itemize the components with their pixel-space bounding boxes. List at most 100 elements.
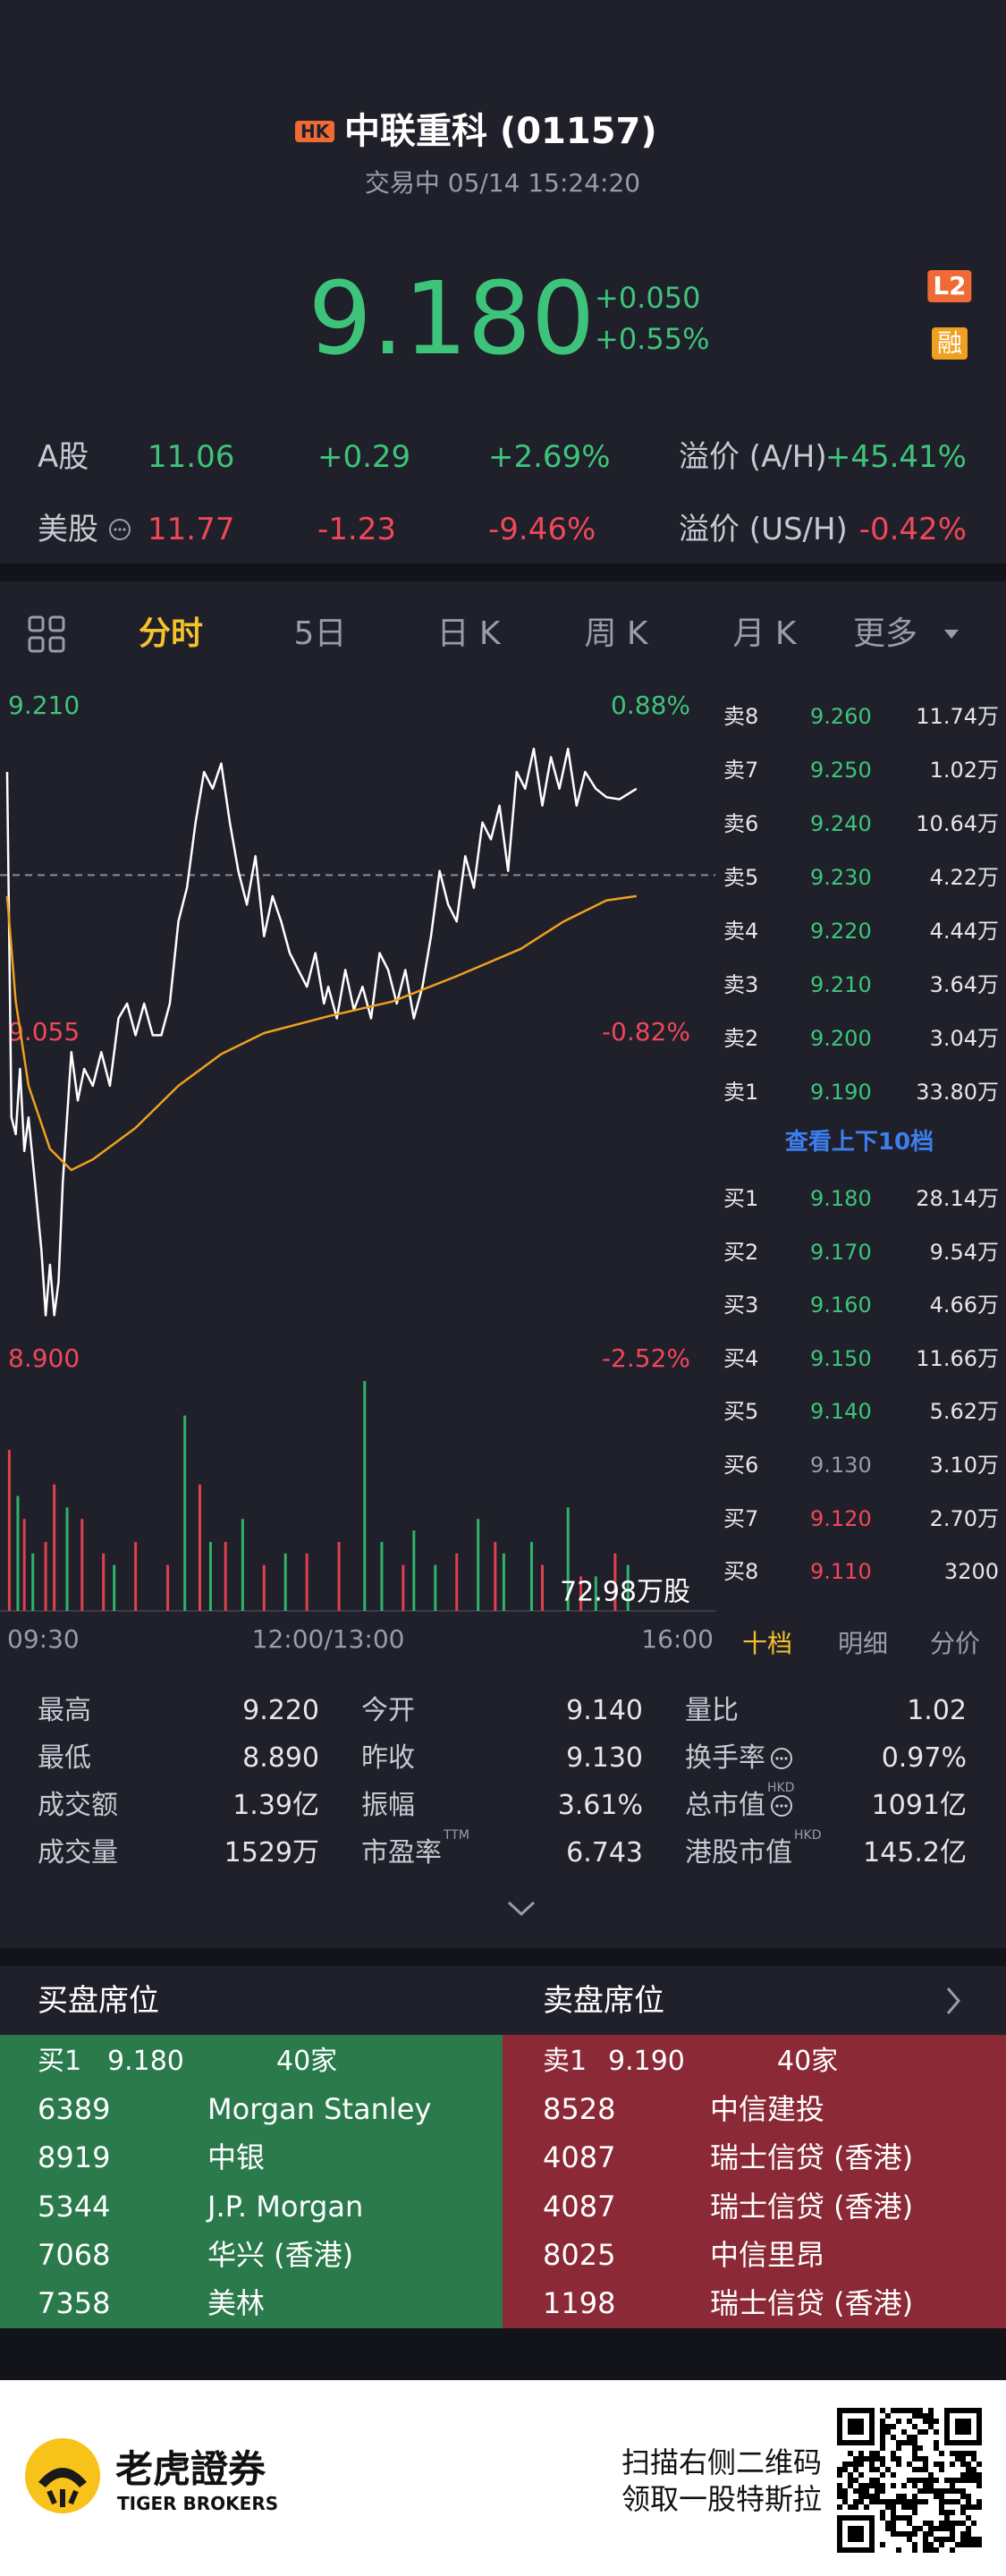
book-volume: 3.04万: [929, 1026, 999, 1051]
book-price: 9.250: [810, 758, 872, 783]
sell-panel: [503, 2035, 1006, 2328]
stat-value: 1.39亿: [232, 1790, 319, 1821]
broker-price: 9.180: [107, 2046, 184, 2077]
chart-tab[interactable]: 日 K: [436, 615, 501, 652]
premium-label: 溢价 (A/H): [679, 439, 827, 475]
volume-bar: [262, 1564, 266, 1611]
stat-label: 今开: [361, 1695, 415, 1726]
price-line: [5, 894, 637, 1172]
book-level: 买8: [723, 1559, 759, 1585]
stat-unit: HKD: [794, 1828, 822, 1843]
separator: [0, 2328, 1006, 2380]
broker-code: 7068: [38, 2237, 111, 2272]
compare-change: +0.29: [317, 439, 411, 475]
compare-change: -1.23: [317, 512, 396, 547]
stat-value: 1091亿: [871, 1790, 967, 1821]
book-price: 9.190: [810, 1080, 872, 1105]
y2-tick-label: -2.52%: [602, 1343, 690, 1373]
market-label: A股: [38, 439, 89, 475]
x-tick-label: 12:00/13:00: [252, 1624, 405, 1654]
section-title: 买盘席位: [38, 1983, 159, 2019]
expand-chevron[interactable]: [503, 1898, 539, 1919]
stat-label: 成交量: [38, 1837, 118, 1868]
chart-tab[interactable]: 更多: [852, 615, 918, 652]
chart-tab[interactable]: 周 K: [584, 615, 648, 652]
book-price: 9.130: [810, 1453, 872, 1478]
volume-bar: [166, 1564, 170, 1611]
stat-label: 最低: [38, 1742, 91, 1774]
broker-name: 美林: [207, 2286, 266, 2321]
book-volume: 28.14万: [916, 1186, 999, 1211]
book-level: 买6: [723, 1453, 759, 1478]
volume-bar: [283, 1553, 287, 1611]
compare-price: 11.06: [148, 439, 235, 475]
broker-code: 6389: [38, 2092, 111, 2126]
volume-bar: [477, 1519, 480, 1611]
chart-tab[interactable]: 5日: [293, 615, 347, 652]
volume-bar: [540, 1564, 544, 1611]
broker-name: J.P. Morgan: [207, 2189, 364, 2224]
book-level: 卖6: [723, 811, 759, 836]
broker-name: 中信里昂: [710, 2237, 825, 2272]
volume-bar: [22, 1519, 26, 1611]
tab-grid-icon[interactable]: [27, 614, 66, 654]
l2-badge: L2: [927, 270, 972, 302]
volume-bar: [626, 1564, 630, 1611]
x-tick-label: 09:30: [7, 1624, 80, 1654]
depth-link[interactable]: 查看上下10档: [784, 1129, 934, 1156]
volume-bar: [305, 1553, 309, 1611]
volume-bar: [183, 1415, 187, 1611]
dropdown-caret[interactable]: [943, 628, 960, 640]
book-price: 9.260: [810, 704, 872, 729]
price-change: +0.050: [595, 281, 701, 315]
book-price: 9.160: [810, 1292, 872, 1318]
broker-code: 8528: [543, 2092, 616, 2126]
volume-bar: [494, 1541, 497, 1611]
broker-code: 4087: [543, 2189, 616, 2224]
volume-bar: [134, 1541, 138, 1611]
book-price: 9.230: [810, 865, 872, 890]
volume-bar: [65, 1507, 69, 1611]
y-tick-label: 9.210: [8, 691, 80, 720]
promo-text: 扫描右侧二维码: [621, 2445, 822, 2479]
broker-code: 8919: [38, 2140, 111, 2175]
broker-level: 卖1: [543, 2046, 588, 2077]
book-level: 买7: [723, 1505, 759, 1531]
chart-tab[interactable]: 分时: [138, 615, 204, 652]
broker-name: 中银: [207, 2140, 266, 2175]
y2-tick-label: 0.88%: [611, 691, 690, 720]
premium-value: -0.42%: [858, 512, 967, 547]
section-title: 卖盘席位: [543, 1983, 664, 2019]
stat-value: 6.743: [566, 1837, 643, 1868]
stat-value: 3.61%: [557, 1790, 643, 1821]
stat-label: 换手率: [685, 1742, 765, 1774]
volume-bar: [380, 1541, 384, 1611]
stat-label: 昨收: [361, 1742, 415, 1774]
price-line: [5, 747, 638, 1317]
market-badge: HK: [295, 121, 335, 142]
book-level: 卖8: [723, 704, 759, 729]
chevron-right[interactable]: [943, 1985, 964, 2017]
volume-bar: [31, 1553, 35, 1611]
y-tick-label: 8.900: [8, 1343, 80, 1373]
book-tab[interactable]: 分价: [929, 1629, 981, 1658]
broker-name: 中信建投: [710, 2092, 825, 2126]
y2-tick-label: -0.82%: [602, 1017, 690, 1046]
book-volume: 4.66万: [929, 1292, 999, 1318]
chart-tab[interactable]: 月 K: [732, 615, 797, 652]
info-icon[interactable]: [769, 1746, 794, 1771]
volume-bar: [208, 1541, 212, 1611]
book-volume: 1.02万: [929, 758, 999, 783]
book-price: 9.170: [810, 1239, 872, 1265]
info-icon[interactable]: [107, 517, 132, 542]
compare-price: 11.77: [148, 512, 235, 547]
volume-bar: [337, 1541, 341, 1611]
volume-bar: [434, 1564, 437, 1611]
book-tab[interactable]: 明细: [837, 1629, 889, 1658]
book-tab[interactable]: 十档: [741, 1629, 793, 1658]
volume-bar: [7, 1450, 11, 1611]
info-icon[interactable]: [769, 1793, 794, 1818]
broker-code: 8025: [543, 2237, 616, 2272]
market-label: 美股: [38, 512, 98, 547]
